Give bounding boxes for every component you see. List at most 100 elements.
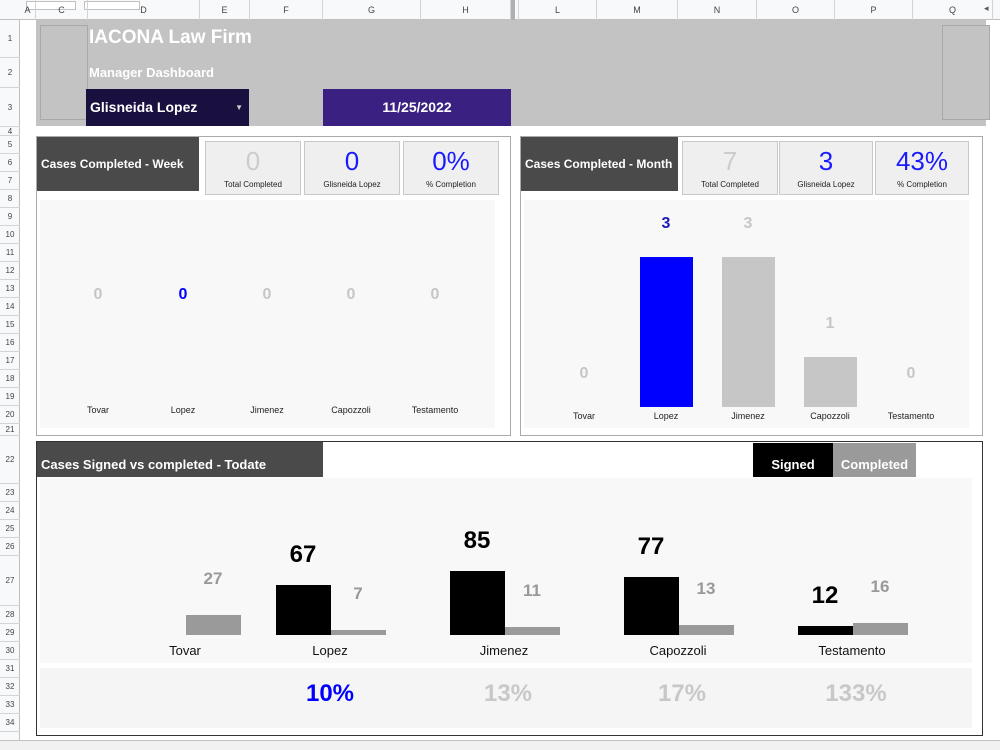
row-header-34[interactable]: 34 (0, 714, 20, 732)
column-header-G[interactable]: G (323, 0, 421, 20)
completed-value-label: 13 (696, 579, 716, 599)
row-header-9[interactable]: 9 (0, 208, 20, 226)
completion-percentage: 10% (305, 680, 355, 707)
column-header-A[interactable]: A (20, 0, 36, 20)
kpi-value: 43% (895, 146, 949, 176)
column-header-C[interactable]: C (36, 0, 88, 20)
dashboard-subtitle: Manager Dashboard (89, 65, 214, 80)
completed-bar (186, 614, 241, 635)
row-header-3[interactable]: 3 (0, 88, 20, 127)
column-header-O[interactable]: O (757, 0, 835, 20)
row-header-30[interactable]: 30 (0, 642, 20, 660)
completed-bar (331, 629, 386, 635)
signed-bar (276, 584, 331, 635)
month-kpi-manager: 3 Glisneida Lopez (779, 141, 873, 195)
row-header-21[interactable]: 21 (0, 424, 20, 436)
row-header-32[interactable]: 32 (0, 678, 20, 696)
date-display[interactable]: 11/25/2022 (323, 89, 511, 126)
row-header-19[interactable]: 19 (0, 388, 20, 406)
column-header-Q[interactable]: Q (913, 0, 993, 20)
week-kpi-completion: 0% % Completion (403, 141, 499, 195)
row-header-14[interactable]: 14 (0, 298, 20, 316)
todate-x-label: Testamento (818, 643, 886, 658)
week-chart (40, 200, 495, 428)
row-header-33[interactable]: 33 (0, 696, 20, 714)
week-x-label: Testamento (411, 405, 459, 415)
month-kpi-completion: 43% % Completion (875, 141, 969, 195)
row-header-5[interactable]: 5 (0, 136, 20, 154)
week-x-label: Capozzoli (331, 405, 371, 415)
row-header-11[interactable]: 11 (0, 244, 20, 262)
column-header-M[interactable]: M (597, 0, 678, 20)
completed-value-label: 27 (203, 568, 223, 588)
todate-panel-title: Cases Signed vs completed - Todate (37, 442, 323, 477)
column-header-F[interactable]: F (250, 0, 323, 20)
row-header-24[interactable]: 24 (0, 502, 20, 520)
row-header-22[interactable]: 22 (0, 436, 20, 484)
row-header-29[interactable]: 29 (0, 624, 20, 642)
column-header-E[interactable]: E (200, 0, 250, 20)
month-bar (803, 357, 857, 407)
row-header-17[interactable]: 17 (0, 352, 20, 370)
signed-value-label: 12 (811, 582, 839, 609)
freeze-divider[interactable] (511, 0, 515, 20)
scroll-arrow-icon[interactable]: ◂ (984, 3, 989, 13)
month-value-label: 3 (661, 215, 671, 232)
week-x-label: Lopez (170, 405, 196, 415)
row-header-13[interactable]: 13 (0, 280, 20, 298)
month-value-label: 0 (579, 365, 589, 382)
row-header-8[interactable]: 8 (0, 190, 20, 208)
row-header-27[interactable]: 27 (0, 556, 20, 606)
todate-x-label: Tovar (169, 643, 201, 658)
row-header-28[interactable]: 28 (0, 606, 20, 624)
row-header-7[interactable]: 7 (0, 172, 20, 190)
row-header-4[interactable]: 4 (0, 127, 20, 136)
row-header-16[interactable]: 16 (0, 334, 20, 352)
row-header-18[interactable]: 18 (0, 370, 20, 388)
month-panel-title: Cases Completed - Month (521, 137, 678, 191)
column-header-H[interactable]: H (421, 0, 511, 20)
column-header-L[interactable]: L (519, 0, 597, 20)
row-header-1[interactable]: 1 (0, 20, 20, 58)
month-bar (721, 257, 775, 407)
row-header-23[interactable]: 23 (0, 484, 20, 502)
month-x-label: Lopez (653, 411, 679, 421)
row-header-12[interactable]: 12 (0, 262, 20, 280)
row-header-2[interactable]: 2 (0, 58, 20, 88)
column-header-N[interactable]: N (678, 0, 757, 20)
column-header-D[interactable]: D (88, 0, 200, 20)
manager-dropdown[interactable]: Glisneida Lopez ▼ (86, 89, 249, 126)
column-header-hidden[interactable] (511, 0, 519, 20)
week-kpi-manager: 0 Glisneida Lopez (304, 141, 400, 195)
month-bar (639, 257, 693, 407)
signed-value-label: 85 (463, 527, 491, 555)
completed-bar (853, 623, 908, 635)
kpi-value: 7 (722, 146, 738, 176)
kpi-label: Total Completed (701, 180, 759, 189)
completion-percentage: 17% (657, 680, 707, 707)
completed-value-label: 7 (353, 583, 363, 603)
week-x-label: Tovar (86, 405, 109, 415)
week-value-label: 0 (93, 286, 103, 303)
sheet-tab[interactable] (26, 1, 76, 10)
completed-value-label: 11 (523, 580, 541, 600)
row-header-31[interactable]: 31 (0, 660, 20, 678)
row-header-bar (0, 20, 20, 740)
dropdown-arrow-icon[interactable]: ▼ (235, 103, 243, 112)
month-kpi-total: 7 Total Completed (682, 141, 778, 195)
row-header-26[interactable]: 26 (0, 538, 20, 556)
week-value-label: 0 (346, 286, 356, 303)
row-header-15[interactable]: 15 (0, 316, 20, 334)
kpi-value: 0 (344, 146, 360, 176)
month-value-label: 0 (906, 365, 916, 382)
month-value-label: 1 (825, 315, 835, 332)
todate-x-label: Jimenez (479, 643, 529, 658)
row-header-25[interactable]: 25 (0, 520, 20, 538)
kpi-value: 0 (245, 146, 261, 176)
column-header-P[interactable]: P (835, 0, 913, 20)
row-header-20[interactable]: 20 (0, 406, 20, 424)
row-header-10[interactable]: 10 (0, 226, 20, 244)
signed-bar (624, 577, 679, 635)
row-header-6[interactable]: 6 (0, 154, 20, 172)
sheet-tab-active[interactable] (84, 1, 140, 10)
